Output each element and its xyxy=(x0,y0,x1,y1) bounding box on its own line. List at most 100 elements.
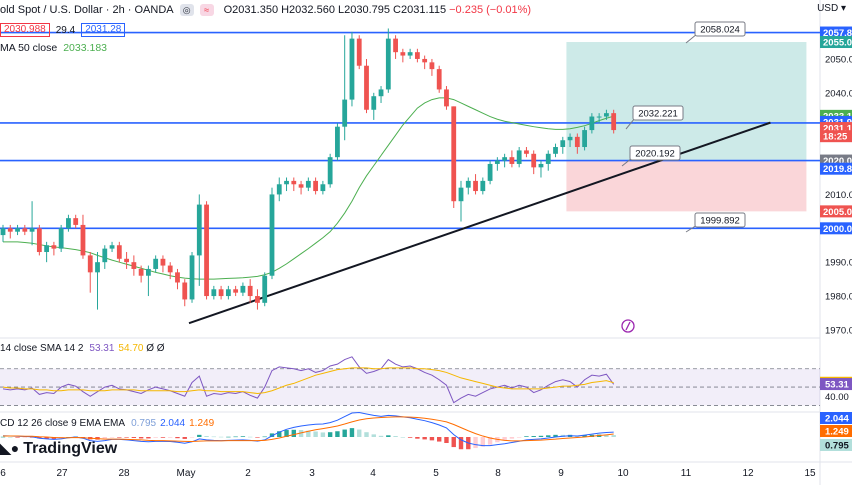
candle xyxy=(167,262,173,280)
candle xyxy=(604,109,609,120)
annotation-label: 2058.024 xyxy=(700,25,740,36)
sell-button[interactable]: 2030.988 xyxy=(0,23,50,37)
signal-line xyxy=(3,416,614,443)
macd-histogram-bar xyxy=(451,437,456,448)
candle-body xyxy=(124,258,129,263)
macd-histogram-bar xyxy=(335,431,340,437)
candle-body xyxy=(153,258,159,269)
candle xyxy=(58,224,64,253)
macd-histogram-bar xyxy=(138,437,144,439)
candle xyxy=(116,241,122,263)
macd-axis-tag-label: 1.249 xyxy=(825,427,849,438)
candle xyxy=(378,86,384,103)
candle xyxy=(313,177,319,195)
candle xyxy=(436,65,442,93)
candle-body xyxy=(553,147,558,154)
ohlc-values: O2031.350 H2032.560 L2030.795 C2031.115 … xyxy=(224,4,531,16)
candle xyxy=(95,252,100,310)
macd-histogram-bar xyxy=(269,433,275,437)
candle-body xyxy=(313,180,319,192)
price-axis-tag-label: 2020.0 xyxy=(823,156,852,167)
candle xyxy=(582,126,587,151)
candle-body xyxy=(444,89,449,107)
candle xyxy=(429,58,435,76)
macd-histogram-bar xyxy=(44,437,49,439)
currency-selector[interactable]: USD ▾ xyxy=(817,3,846,14)
macd-histogram-bar xyxy=(357,429,362,437)
candle-body xyxy=(378,89,384,97)
macd-histogram-bar xyxy=(349,428,355,437)
candle xyxy=(487,160,493,185)
candle xyxy=(574,133,580,154)
candle-body xyxy=(255,296,260,303)
macd-histogram-bar xyxy=(233,436,238,438)
rsi-legend[interactable]: 14 close SMA 14 2 53.31 54.70 Ø Ø xyxy=(0,343,165,354)
price-axis-tag xyxy=(820,162,852,175)
candle-body xyxy=(582,130,587,148)
candle-body xyxy=(211,289,217,297)
candle-body xyxy=(233,289,239,293)
candle-body xyxy=(262,275,268,303)
candle-body xyxy=(458,187,464,202)
macd-histogram-bar xyxy=(546,435,551,437)
trendline xyxy=(188,121,771,325)
candle-body xyxy=(407,52,413,56)
candle-body xyxy=(218,289,224,297)
macd-histogram-bar xyxy=(313,431,318,437)
candle xyxy=(458,180,464,222)
macd-histogram-bar xyxy=(429,437,435,441)
ma-label: MA 50 close xyxy=(0,42,58,54)
candle-body xyxy=(509,157,515,164)
macd-axis-tag-label: 0.795 xyxy=(825,441,849,452)
macd-legend[interactable]: CD 12 26 close 9 EMA EMA 0.795 2.044 1.249 xyxy=(0,418,214,429)
candle xyxy=(385,28,391,93)
candle-body xyxy=(73,218,79,225)
macd-histogram-bar xyxy=(582,435,587,437)
eye-icon[interactable]: ◎ xyxy=(179,4,194,16)
chart-header: old Spot / U.S. Dollar · 2h · OANDA ◎ ≈ … xyxy=(0,0,531,20)
candle xyxy=(473,174,478,195)
loss-zone xyxy=(566,160,807,212)
time-tick-label: 9 xyxy=(558,468,564,479)
candle xyxy=(146,265,151,297)
candle-body xyxy=(167,265,173,273)
tradingview-logo[interactable]: ◣● TradingView xyxy=(0,440,117,458)
candle-body xyxy=(385,38,391,90)
macd-line-value: 2.044 xyxy=(160,418,186,429)
candle-body xyxy=(15,228,20,232)
candle-body xyxy=(393,38,398,53)
candle xyxy=(524,147,529,158)
rsi-label: 14 close SMA 14 2 xyxy=(0,343,84,354)
candle-body xyxy=(109,245,115,249)
macd-histogram-bar xyxy=(247,436,253,438)
ma-legend[interactable]: MA 50 close 2033.183 xyxy=(0,42,107,54)
candle xyxy=(276,177,282,202)
macd-histogram-bar xyxy=(415,437,420,439)
candle xyxy=(451,106,457,208)
rsi-ma-value: 54.70 xyxy=(118,343,144,354)
currency-label: USD xyxy=(817,3,839,14)
macd-histogram-bar xyxy=(516,437,522,438)
candle-body xyxy=(327,157,333,185)
macd-histogram-bar xyxy=(102,437,107,439)
buy-button[interactable]: 2031.28 xyxy=(81,23,126,37)
price-axis-tag-label: 18:25 xyxy=(823,132,848,143)
candle-body xyxy=(524,150,529,154)
candle-body xyxy=(247,285,253,297)
macd-line xyxy=(2,412,614,447)
macd-histogram-bar xyxy=(378,435,384,437)
macd-histogram-bar xyxy=(255,437,260,438)
candle-body xyxy=(436,69,442,90)
wave-icon[interactable]: ≈ xyxy=(199,4,214,16)
macd-axis-tag xyxy=(820,425,852,437)
price-tick-label: 1970.0 xyxy=(825,325,852,336)
macd-histogram-bar xyxy=(117,437,122,438)
macd-axis-tag xyxy=(820,412,852,424)
candle-body xyxy=(560,140,566,148)
price-axis-tag-label: 2031.1 xyxy=(823,124,852,135)
price-axis-tag xyxy=(820,26,852,39)
annotation-label: 2032.221 xyxy=(638,109,678,120)
symbol-title[interactable]: old Spot / U.S. Dollar · 2h · OANDA xyxy=(0,4,174,16)
candle xyxy=(153,255,159,273)
